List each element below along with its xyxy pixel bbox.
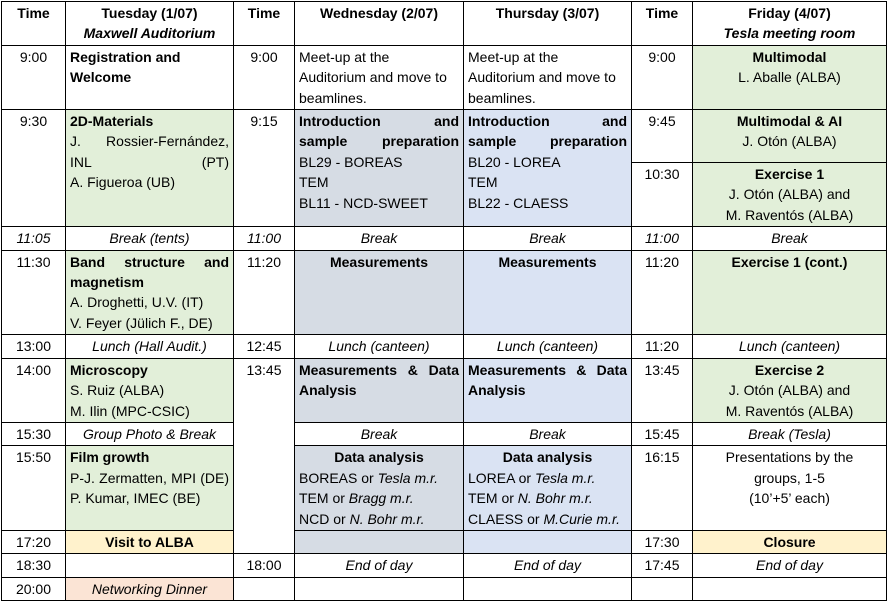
- table-row: 13:00 Lunch (Hall Audit.) 12:45 Lunch (c…: [1, 334, 887, 359]
- fri-session: Multimodal & AI J. Otón (ALBA): [692, 109, 887, 164]
- thursday-header: Thursday (3/07): [463, 1, 632, 46]
- wednesday-header: Wednesday (2/07): [294, 1, 464, 46]
- fri-time: 17:30: [631, 529, 693, 555]
- fri-time: 11:00: [631, 226, 693, 251]
- empty-cell: [631, 576, 693, 601]
- tuesday-header: Tuesday (1/07) Maxwell Auditorium: [65, 1, 234, 46]
- fri-time: 11:20: [631, 334, 693, 359]
- fri-session: End of day: [692, 553, 887, 578]
- friday-header: Friday (4/07) Tesla meeting room: [692, 1, 887, 46]
- thu-session: Data analysis LOREA or Tesla m.r. TEM or…: [463, 445, 632, 531]
- table-row: 10:30 Exercise 1 J. Otón (ALBA) and M. Rav…: [2, 162, 887, 228]
- mid-time: 9:00: [233, 44, 295, 111]
- tue-time: 9:00: [1, 44, 66, 111]
- table-row: 11:05 Break (tents) 11:00 Break Break 11…: [1, 226, 887, 251]
- wed-session: Measurements: [294, 249, 464, 336]
- table-row: 14:00 Microscopy S. Ruiz (ALBA) M. Ilin …: [1, 357, 887, 555]
- table-row: 20:00 Networking Dinner: [1, 576, 887, 601]
- fri-time: 9:45: [631, 109, 693, 164]
- tue-session: Band structure and magnetism A. Droghett…: [65, 249, 234, 336]
- fri-time: 17:45: [631, 553, 693, 578]
- empty-cell: [294, 576, 464, 601]
- fri-time: 15:45: [631, 421, 693, 447]
- thu-session: [463, 529, 632, 555]
- mid-time: 11:20: [233, 249, 295, 336]
- wed-session: Introduction and sample preparation BL29…: [294, 109, 464, 228]
- thu-session: Break: [463, 226, 632, 251]
- fri-time: 13:45: [631, 357, 693, 423]
- mid-time: 11:00: [233, 226, 295, 251]
- fri-session: Lunch (canteen): [692, 334, 887, 359]
- wed-session: Measurements & Data Analysis: [294, 357, 464, 423]
- mid-time: 12:45: [233, 334, 295, 359]
- table-row: 18:30 18:00 End of day End of day 17:45 …: [1, 553, 887, 578]
- wed-session: Data analysis BOREAS or Tesla m.r. TEM o…: [294, 445, 464, 531]
- tue-session: Break (tents): [65, 226, 234, 251]
- table-row: 9:30 2D-Materials J. Rossier-Fernández, …: [1, 109, 887, 228]
- wed-session: Meet-up at the Auditorium and move to be…: [294, 44, 464, 111]
- tue-time: 9:30: [1, 109, 66, 228]
- tue-session: 2D-Materials J. Rossier-Fernández, INL (…: [65, 109, 234, 228]
- fri-session: Multimodal L. Aballe (ALBA): [692, 44, 887, 111]
- table-row: 17:20 Visit to ALBA 17:30 Closure: [1, 529, 887, 555]
- tue-time: 11:05: [1, 226, 66, 251]
- fri-session: Break (Tesla): [692, 421, 887, 447]
- fri-session: Presentations by the groups, 1-5 (10’+5’ e…: [692, 445, 887, 531]
- wed-session: Break: [294, 421, 464, 447]
- fri-session: Closure: [692, 529, 887, 555]
- wed-session: End of day: [294, 553, 464, 578]
- time-header: Time: [1, 1, 66, 46]
- table-row: 15:30 Group Photo & Break Break Break 15…: [1, 421, 887, 447]
- empty-cell: [233, 576, 295, 601]
- thu-session: Measurements: [463, 249, 632, 336]
- wed-session: Lunch (canteen): [294, 334, 464, 359]
- empty-cell: [463, 576, 632, 601]
- tue-time: 18:30: [1, 553, 66, 578]
- tue-time: 17:20: [1, 529, 66, 555]
- mid-time: 18:00: [233, 553, 295, 578]
- thu-session: Meet-up at the Auditorium and move to be…: [463, 44, 632, 111]
- header-row: Time Tuesday (1/07) Maxwell Auditorium Ti…: [1, 1, 887, 46]
- tue-session: Microscopy S. Ruiz (ALBA) M. Ilin (MPC-C…: [65, 357, 234, 423]
- table-row: 9:00 Registration and Welcome 9:00 Meet-…: [1, 44, 887, 111]
- table-row: 15:50 Film growth P-J. Zermatten, MPI (D…: [1, 445, 887, 531]
- empty-cell: [692, 576, 887, 601]
- fri-session: Break: [692, 226, 887, 251]
- thu-session: Measurements & Data Analysis: [463, 357, 632, 423]
- fri-time: 11:20: [631, 249, 693, 336]
- tue-time: 13:00: [1, 334, 66, 359]
- tue-time: 15:50: [1, 445, 66, 531]
- tue-session: Film growth P-J. Zermatten, MPI (DE) P. …: [65, 445, 234, 531]
- tue-session: [65, 553, 234, 578]
- time-header: Time: [233, 1, 295, 46]
- tue-session: Registration and Welcome: [65, 44, 234, 111]
- fri-session: Exercise 2 J. Otón (ALBA) and M. Raventós …: [692, 357, 887, 423]
- tue-time: 20:00: [1, 576, 66, 601]
- mid-time: 13:45: [233, 357, 295, 555]
- tue-time: 11:30: [1, 249, 66, 336]
- thu-session: Break: [463, 421, 632, 447]
- tue-session: Group Photo & Break: [65, 421, 234, 447]
- tue-time: 15:30: [1, 421, 66, 447]
- time-header: Time: [631, 1, 693, 46]
- tue-session: Visit to ALBA: [65, 529, 234, 555]
- fri-time: 10:30: [631, 162, 693, 228]
- fri-session: Exercise 1 J. Otón (ALBA) and M. Raventós …: [692, 162, 887, 228]
- thu-session: Lunch (canteen): [463, 334, 632, 359]
- wed-session: [294, 529, 464, 555]
- thu-session: End of day: [463, 553, 632, 578]
- fri-session: Exercise 1 (cont.): [692, 249, 887, 336]
- fri-time: 9:00: [631, 44, 693, 111]
- tue-session: Lunch (Hall Audit.): [65, 334, 234, 359]
- wed-session: Break: [294, 226, 464, 251]
- mid-time: 9:15: [233, 109, 295, 228]
- tue-time: 14:00: [1, 357, 66, 423]
- thu-session: Introduction and sample preparation BL20…: [463, 109, 632, 228]
- tue-session: Networking Dinner: [65, 576, 234, 601]
- table-row: 11:30 Band structure and magnetism A. Dr…: [1, 249, 887, 336]
- fri-time: 16:15: [631, 445, 693, 531]
